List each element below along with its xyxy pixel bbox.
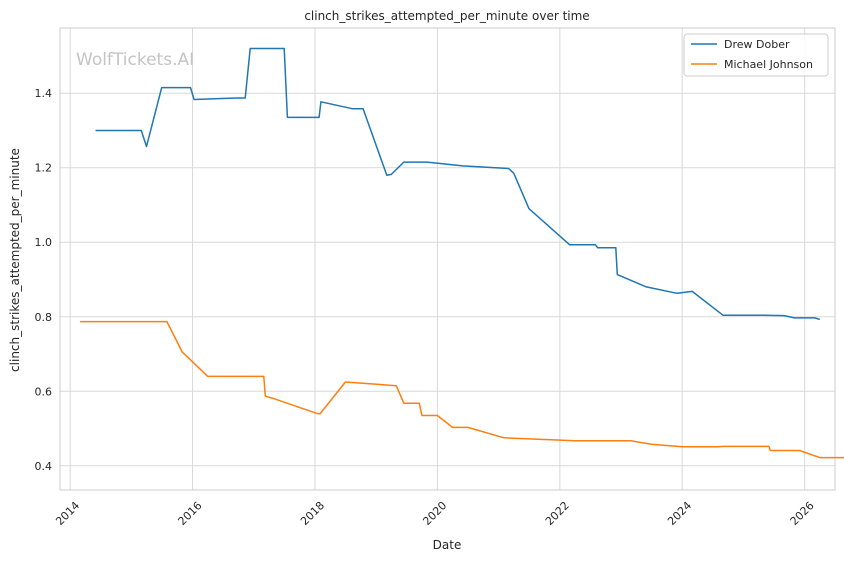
series-line-drew-dober	[95, 47, 821, 321]
x-tick-label: 2018	[298, 499, 327, 528]
y-tick-label: 1.4	[35, 87, 53, 100]
legend: Drew Dober Michael Johnson	[683, 33, 829, 77]
y-tick-labels: 0.4 0.6 0.8 1.0 1.2 1.4	[35, 87, 53, 473]
legend-label-michael-johnson: Michael Johnson	[724, 58, 813, 71]
x-axis-title: Date	[433, 538, 462, 552]
y-tick-label: 1.0	[35, 236, 53, 249]
x-tick-label: 2020	[420, 499, 449, 528]
y-tick-label: 1.2	[35, 162, 53, 175]
legend-box	[683, 33, 829, 77]
x-tick-label: 2024	[665, 499, 694, 528]
y-axis-title: clinch_strikes_attempted_per_minute	[8, 148, 22, 372]
x-tick-label: 2026	[788, 499, 817, 528]
y-tick-label: 0.6	[35, 385, 53, 398]
legend-label-drew-dober: Drew Dober	[724, 38, 790, 51]
chart-title: clinch_strikes_attempted_per_minute over…	[304, 9, 589, 23]
plot-frame	[59, 27, 836, 491]
series-layer	[80, 47, 844, 459]
watermark: WolfTickets.AI	[76, 50, 194, 70]
series-line-michael-johnson	[80, 320, 844, 459]
x-tick-label: 2022	[543, 499, 572, 528]
x-tick-labels: 2014 2016 2018 2020 2022 2024 2026	[53, 499, 816, 528]
x-tick-label: 2014	[53, 499, 82, 528]
grid-lines	[60, 28, 835, 490]
y-tick-label: 0.4	[35, 460, 53, 473]
x-tick-label: 2016	[176, 499, 205, 528]
y-tick-label: 0.8	[35, 311, 53, 324]
plot-background	[60, 28, 835, 490]
